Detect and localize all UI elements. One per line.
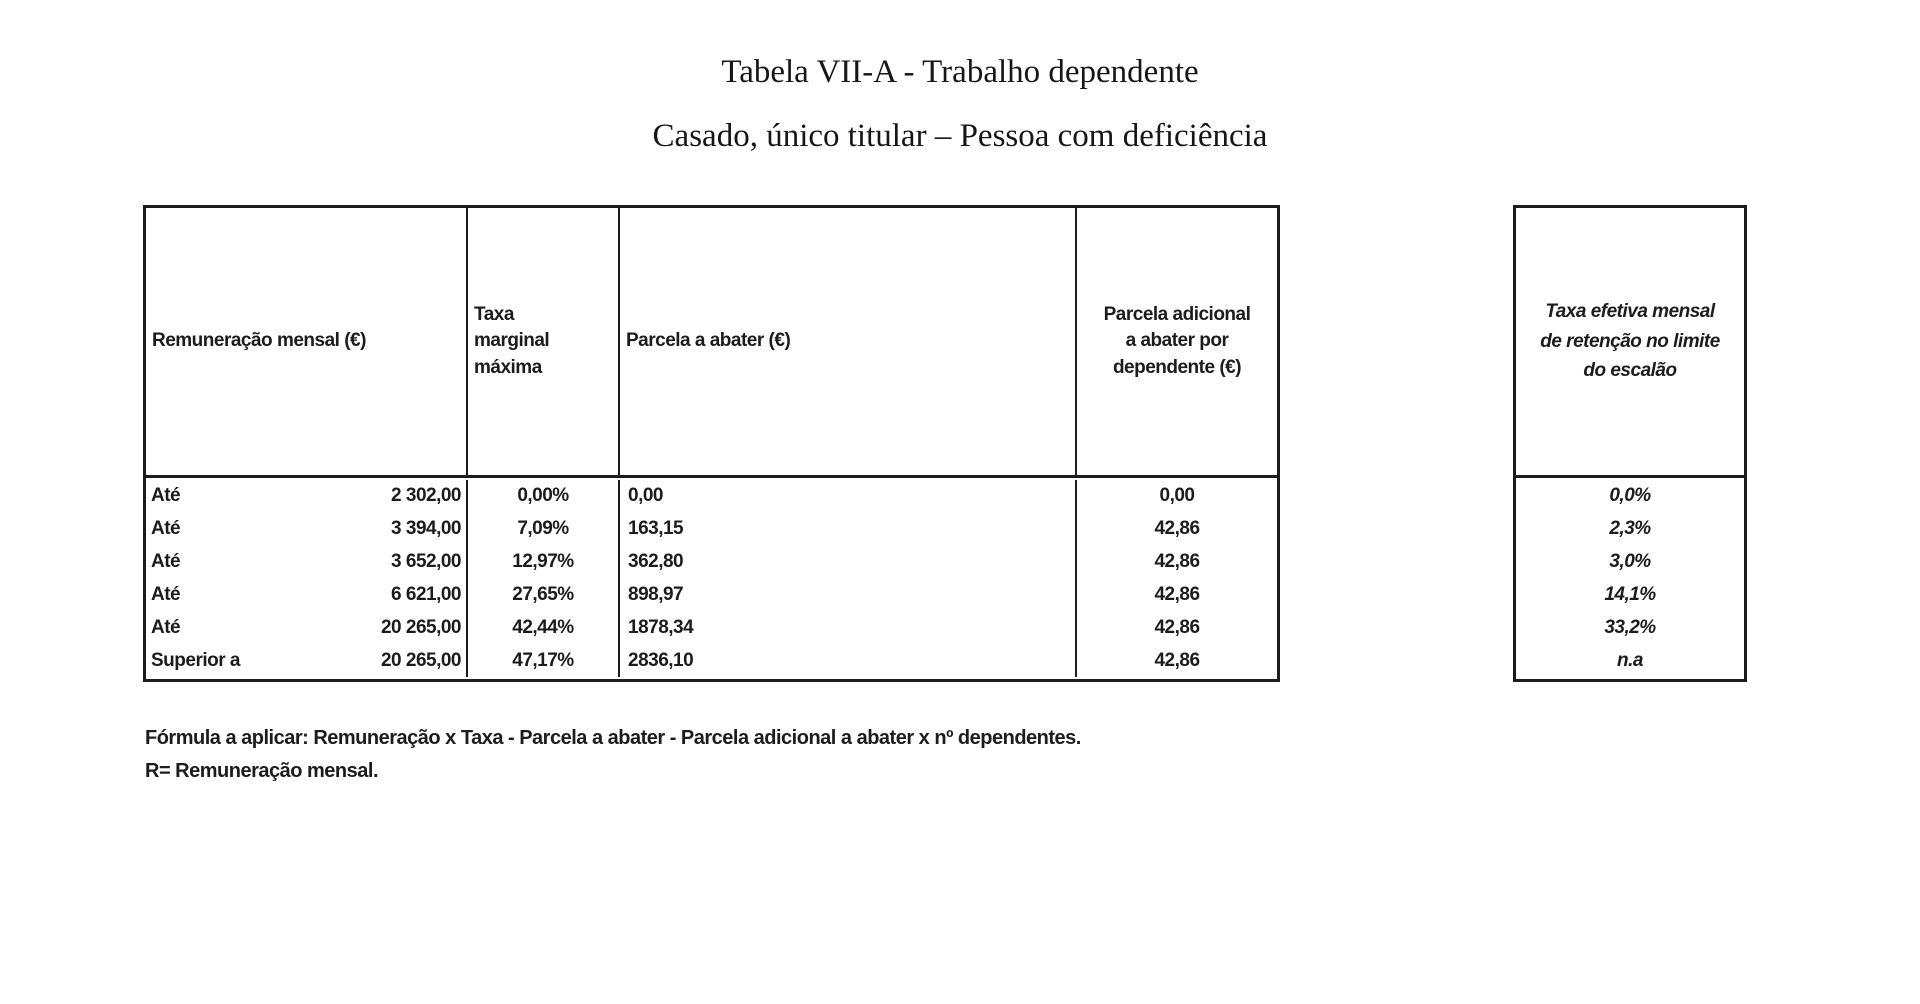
- cell-dependent-deduction: 42,86: [1154, 649, 1200, 671]
- page-title: Tabela VII-A - Trabalho dependente: [721, 54, 1199, 90]
- header-deduction: Parcela a abater (€): [620, 208, 1077, 475]
- table-row: Até 3 652,00 12,97% 362,80 42,86: [146, 545, 1277, 579]
- cell-marginal-rate: 7,09%: [468, 512, 620, 546]
- cell-dependent-deduction: 42,86: [1154, 583, 1200, 605]
- cell-deduction: 0,00: [620, 480, 1077, 513]
- cell-marginal-rate: 42,44%: [468, 611, 620, 645]
- page-subtitle: Casado, único titular – Pessoa com defic…: [652, 118, 1268, 154]
- effective-rate-value: 0,0%: [1609, 485, 1651, 507]
- effective-rate-body: 0,0% 2,3% 3,0% 14,1% 33,2% n.a: [1516, 478, 1744, 679]
- table-row: Superior a 20 265,00 47,17% 2836,10 42,8…: [146, 644, 1277, 677]
- range-prefix: Superior a: [151, 649, 240, 671]
- cell-deduction: 898,97: [620, 578, 1077, 612]
- range-prefix: Até: [151, 485, 181, 507]
- remuneration-note: R= Remuneração mensal.: [145, 760, 378, 782]
- table-row: Até 6 621,00 27,65% 898,97 42,86: [146, 578, 1277, 612]
- range-prefix: Até: [151, 518, 181, 540]
- cell-remuneration: Até 3 394,00: [146, 512, 468, 546]
- table-row: Até 2 302,00 0,00% 0,00 0,00: [146, 480, 1277, 513]
- range-limit: 3 394,00: [391, 518, 461, 540]
- effective-rate-value: 14,1%: [1604, 583, 1656, 605]
- footer-notes: Fórmula a aplicar: Remuneração x Taxa - …: [145, 722, 1081, 788]
- cell-dependent-deduction: 0,00: [1159, 485, 1195, 507]
- cell-marginal-rate: 12,97%: [468, 545, 620, 579]
- range-limit: 2 302,00: [391, 485, 461, 507]
- cell-deduction: 362,80: [620, 545, 1077, 579]
- effective-rate-value: 3,0%: [1609, 551, 1651, 573]
- withholding-table-header-row: Remuneração mensal (€) Taxa marginal máx…: [146, 208, 1277, 478]
- range-prefix: Até: [151, 551, 181, 573]
- header-marginal-rate: Taxa marginal máxima: [468, 208, 620, 475]
- table-row: Até 20 265,00 42,44% 1878,34 42,86: [146, 611, 1277, 645]
- range-limit: 6 621,00: [391, 583, 461, 605]
- cell-dependent-deduction: 42,86: [1154, 518, 1200, 540]
- cell-remuneration: Até 20 265,00: [146, 611, 468, 645]
- cell-deduction: 1878,34: [620, 611, 1077, 645]
- effective-rate-table: Taxa efetiva mensal de retenção no limit…: [1513, 205, 1747, 682]
- cell-remuneration: Até 6 621,00: [146, 578, 468, 612]
- cell-marginal-rate: 47,17%: [468, 644, 620, 677]
- cell-remuneration: Até 2 302,00: [146, 480, 468, 513]
- cell-remuneration: Até 3 652,00: [146, 545, 468, 579]
- cell-dependent-deduction: 42,86: [1154, 616, 1200, 638]
- cell-remuneration: Superior a 20 265,00: [146, 644, 468, 677]
- table-row: Até 3 394,00 7,09% 163,15 42,86: [146, 512, 1277, 546]
- effective-rate-header: Taxa efetiva mensal de retenção no limit…: [1516, 208, 1744, 478]
- cell-deduction: 2836,10: [620, 644, 1077, 677]
- range-limit: 3 652,00: [391, 551, 461, 573]
- header-dependent-deduction: Parcela adicional a abater por dependent…: [1103, 303, 1251, 378]
- cell-deduction: 163,15: [620, 512, 1077, 546]
- header-remuneration: Remuneração mensal (€): [146, 208, 468, 475]
- range-prefix: Até: [151, 583, 181, 605]
- range-prefix: Até: [151, 616, 181, 638]
- withholding-table-body: Até 2 302,00 0,00% 0,00 0,00 Até 3 394,0…: [146, 478, 1277, 679]
- range-limit: 20 265,00: [380, 649, 462, 671]
- withholding-table: Remuneração mensal (€) Taxa marginal máx…: [143, 205, 1280, 682]
- cell-marginal-rate: 0,00%: [468, 480, 620, 513]
- cell-marginal-rate: 27,65%: [468, 578, 620, 612]
- effective-rate-value: 33,2%: [1604, 616, 1656, 638]
- effective-rate-value: n.a: [1617, 649, 1643, 671]
- formula-note: Fórmula a aplicar: Remuneração x Taxa - …: [145, 727, 1081, 749]
- range-limit: 20 265,00: [380, 616, 462, 638]
- effective-rate-value: 2,3%: [1609, 518, 1651, 540]
- cell-dependent-deduction: 42,86: [1154, 551, 1200, 573]
